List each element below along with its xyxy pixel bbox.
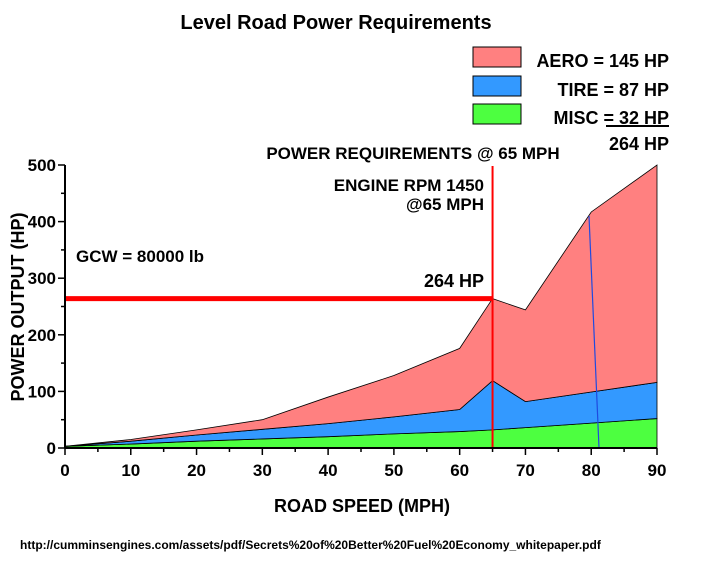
legend-swatch-tire <box>472 75 522 97</box>
x-axis-label: ROAD SPEED (MPH) <box>274 496 450 516</box>
x-tick-label: 10 <box>121 461 140 480</box>
x-tick-label: 40 <box>319 461 338 480</box>
gcw-label: GCW = 80000 lb <box>76 247 204 266</box>
x-tick-label: 0 <box>60 461 69 480</box>
legend-label-misc: MISC = 32 HP <box>553 108 669 128</box>
source-url: http://cumminsengines.com/assets/pdf/Sec… <box>20 538 602 552</box>
legend-total: 264 HP <box>609 134 669 154</box>
y-tick-label: 300 <box>28 269 56 288</box>
engine-rpm-label: ENGINE RPM 1450 <box>334 176 484 195</box>
y-tick-label: 0 <box>47 439 56 458</box>
x-tick-label: 90 <box>648 461 667 480</box>
y-axis-label: POWER OUTPUT (HP) <box>8 213 28 402</box>
legend-swatch-misc <box>472 103 522 125</box>
x-tick-label: 70 <box>516 461 535 480</box>
y-tick-label: 200 <box>28 326 56 345</box>
legend-swatch-aero <box>472 46 522 68</box>
x-tick-label: 50 <box>384 461 403 480</box>
engine-rpm-speed-label: @65 MPH <box>406 195 484 214</box>
plot-area: 0 100 200 300 400 500 0 10 20 30 40 50 60 70 80 90 <box>28 156 667 480</box>
hp-marker-label: 264 HP <box>424 271 484 291</box>
y-tick-label: 400 <box>28 213 56 232</box>
legend-label-tire: TIRE = 87 HP <box>557 80 669 100</box>
power-requirements-label: POWER REQUIREMENTS @ 65 MPH <box>266 144 559 163</box>
x-tick-label: 30 <box>253 461 272 480</box>
y-tick-label: 500 <box>28 156 56 175</box>
x-tick-label: 80 <box>582 461 601 480</box>
legend-label-aero: AERO = 145 HP <box>536 51 669 71</box>
area-aero <box>64 164 658 447</box>
x-tick-label: 60 <box>450 461 469 480</box>
legend: AERO = 145 HP TIRE = 87 HP MISC = 32 HP … <box>472 46 669 154</box>
chart-title: Level Road Power Requirements <box>180 12 491 34</box>
engine-limit-line <box>588 215 600 449</box>
y-tick-label: 100 <box>28 382 56 401</box>
x-tick-label: 20 <box>187 461 206 480</box>
